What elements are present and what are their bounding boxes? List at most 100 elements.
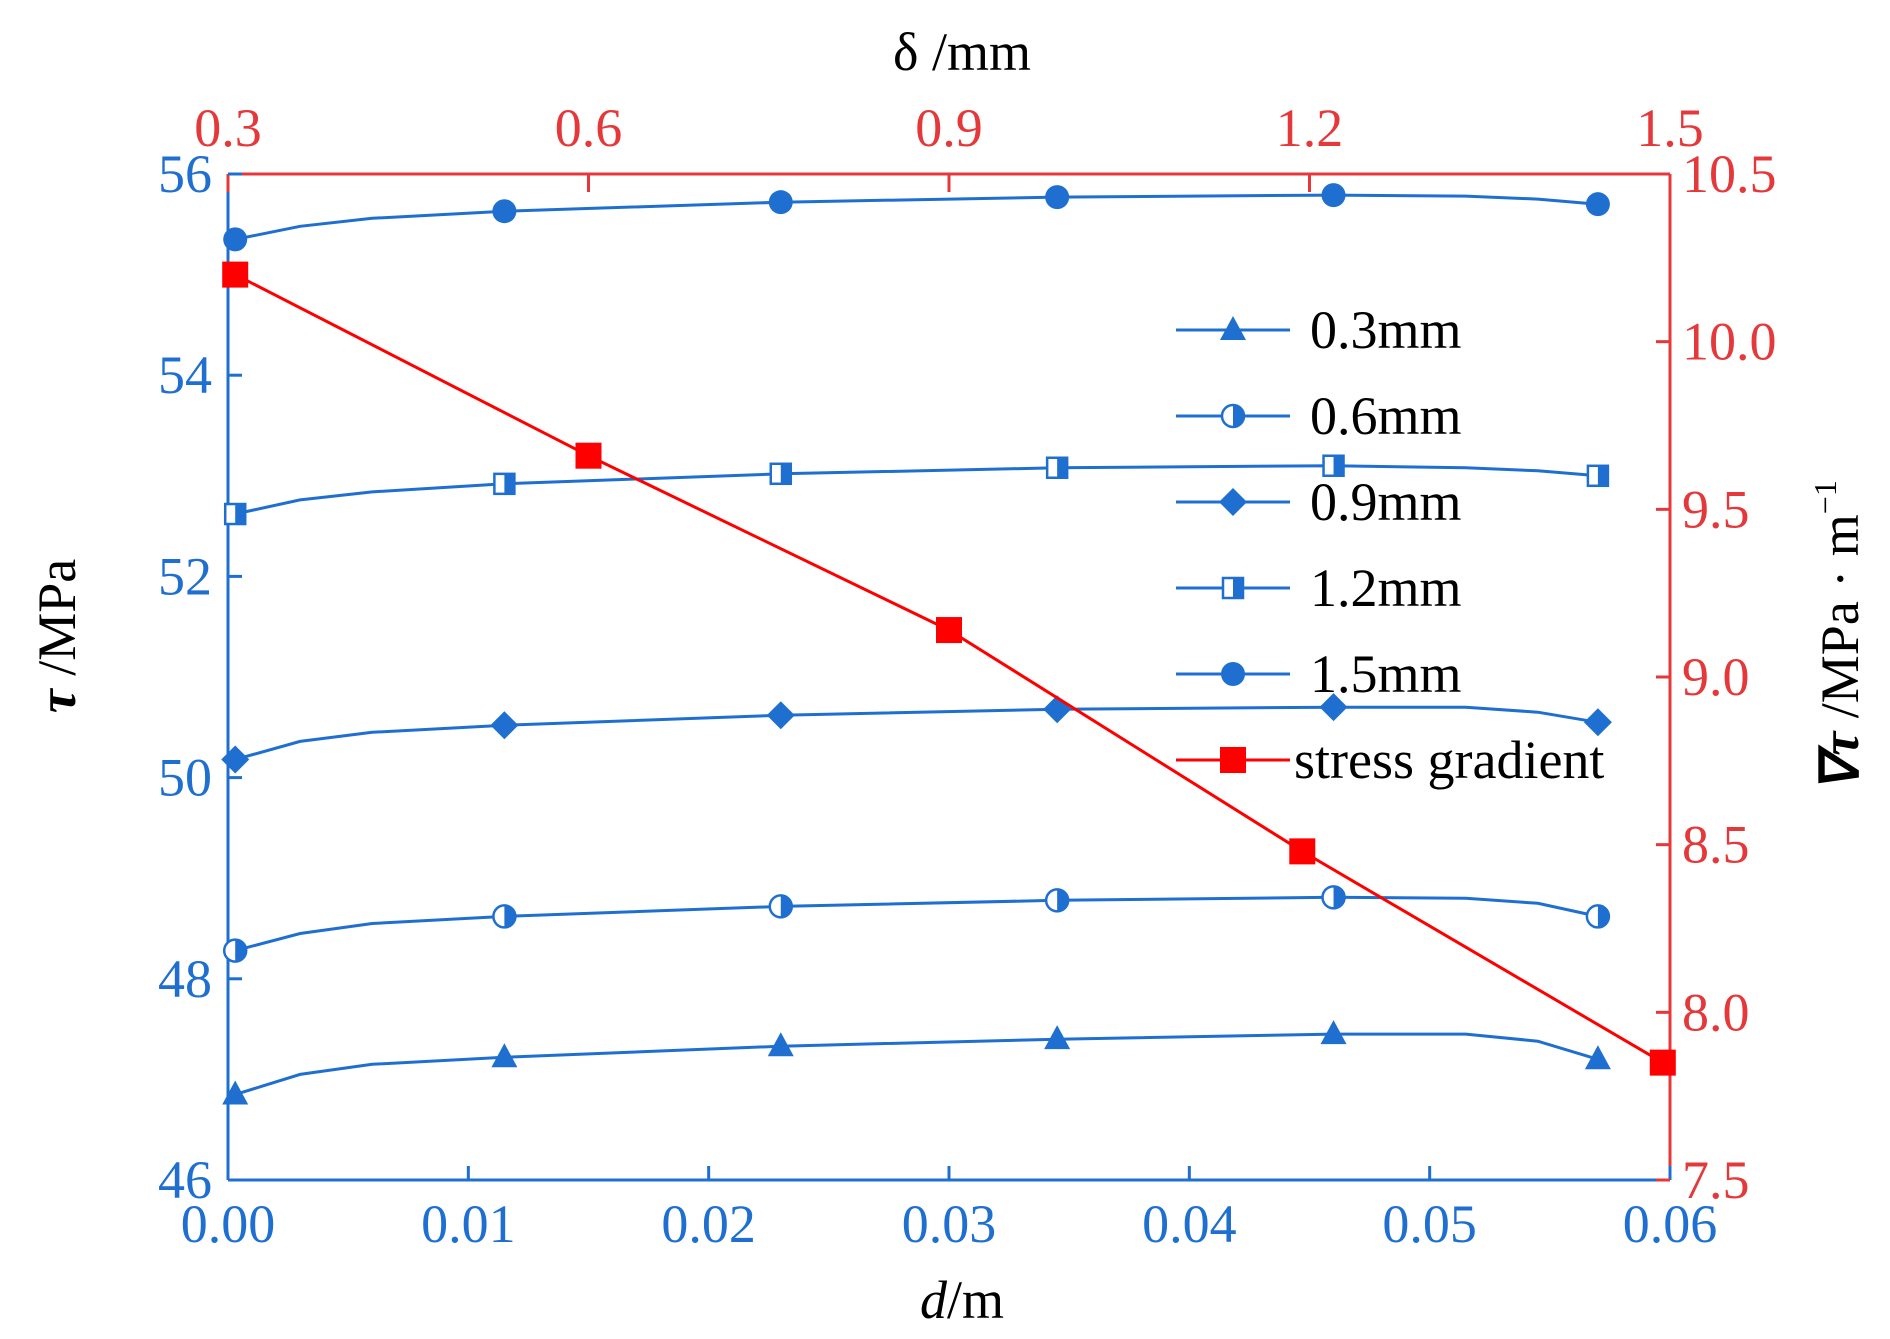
top-tick-label: 0.3 xyxy=(194,98,262,158)
right-axis-title-symbol: ∇τ xyxy=(1810,730,1870,792)
data-point xyxy=(575,442,602,469)
legend-item: 1.2mm xyxy=(1176,558,1462,618)
legend-label: 1.5mm xyxy=(1310,644,1462,704)
data-point xyxy=(768,190,793,215)
data-point xyxy=(1321,183,1346,208)
legend-marker xyxy=(1220,747,1246,773)
legend-label: 1.2mm xyxy=(1310,558,1462,618)
right-tick-label: 8.0 xyxy=(1682,982,1750,1042)
data-point xyxy=(1321,885,1346,910)
data-point xyxy=(766,701,795,730)
data-point xyxy=(769,462,793,486)
data-point xyxy=(1649,1049,1676,1076)
data-point xyxy=(222,1080,249,1105)
legend-item: stress gradient xyxy=(1176,730,1604,790)
bottom-tick-label: 0.00 xyxy=(181,1194,276,1254)
legend-item: 0.6mm xyxy=(1176,386,1462,446)
left-tick-label: 52 xyxy=(158,546,212,606)
top-tick-label: 1.5 xyxy=(1636,98,1704,158)
left-tick-label: 54 xyxy=(158,345,212,405)
series-1-2mm xyxy=(223,454,1610,526)
top-tick-label: 1.2 xyxy=(1276,98,1344,158)
data-point xyxy=(936,617,962,644)
bottom-axis-title-unit: /m xyxy=(947,1270,1004,1330)
bottom-axis-title: d/m xyxy=(920,1270,1004,1330)
data-point xyxy=(493,472,516,496)
series-line xyxy=(234,464,1599,516)
left-axis-title-symbol: τ xyxy=(27,687,87,713)
data-point xyxy=(1289,838,1316,865)
right-tick-label: 7.5 xyxy=(1682,1150,1750,1210)
left-tick-label: 46 xyxy=(158,1150,212,1210)
bottom-tick-label: 0.06 xyxy=(1623,1194,1718,1254)
top-tick-label: 0.9 xyxy=(915,98,983,158)
bottom-tick-label: 0.02 xyxy=(661,1194,756,1254)
left-axis-title-unit: /MPa xyxy=(27,559,87,690)
data-point xyxy=(767,1032,794,1057)
data-point xyxy=(1322,454,1345,477)
top-axis-title: δ /mm xyxy=(893,22,1031,82)
legend-marker xyxy=(1220,316,1246,340)
right-axis-title-sup: −1 xyxy=(1807,480,1843,514)
right-tick-label: 10.0 xyxy=(1682,312,1777,372)
left-tick-label: 48 xyxy=(158,949,212,1009)
series-line xyxy=(234,193,1599,241)
legend-label: stress gradient xyxy=(1294,730,1604,790)
series-layer xyxy=(221,183,1676,1105)
data-point xyxy=(1585,192,1610,217)
data-point xyxy=(1044,1025,1071,1050)
data-point xyxy=(1584,1045,1611,1070)
data-point xyxy=(1045,456,1069,480)
legend-item: 0.3mm xyxy=(1176,300,1462,360)
data-point xyxy=(1586,464,1610,488)
data-point xyxy=(491,1043,518,1068)
right-tick-label: 9.5 xyxy=(1682,479,1750,539)
data-point xyxy=(490,711,519,740)
legend-marker xyxy=(1219,488,1247,516)
data-point xyxy=(223,502,247,526)
left-tick-label: 56 xyxy=(158,144,212,204)
bottom-tick-label: 0.05 xyxy=(1382,1194,1477,1254)
series-1-5mm xyxy=(223,183,1610,252)
left-tick-label: 50 xyxy=(158,748,212,808)
legend-label: 0.6mm xyxy=(1310,386,1462,446)
series-0-3mm xyxy=(222,1020,1611,1105)
right-tick-label: 8.5 xyxy=(1682,815,1750,875)
legend-item: 1.5mm xyxy=(1176,644,1462,704)
series-line xyxy=(234,895,1599,953)
left-axis-title: τ /MPa xyxy=(27,559,87,714)
data-point xyxy=(223,227,248,252)
right-axis-title: ∇τ /MPa · m−1 xyxy=(1807,480,1870,792)
right-tick-label: 9.0 xyxy=(1682,647,1750,707)
legend-marker xyxy=(1221,576,1245,600)
data-point xyxy=(492,904,517,929)
legend-marker xyxy=(1220,403,1246,429)
series-stress-gradient xyxy=(222,261,1676,1076)
series-0-6mm xyxy=(222,885,1611,963)
bottom-axis-title-main: d xyxy=(920,1270,948,1330)
right-tick-label: 10.5 xyxy=(1682,144,1777,204)
bottom-tick-label: 0.04 xyxy=(1142,1194,1237,1254)
data-point xyxy=(768,894,794,919)
data-point xyxy=(1583,708,1612,737)
data-point xyxy=(1319,693,1348,722)
data-point xyxy=(222,261,249,288)
series-line xyxy=(234,1032,1599,1096)
data-point xyxy=(1320,1020,1347,1045)
legend-item: 0.9mm xyxy=(1176,472,1462,532)
ticks-layer: 0.00 0.01 0.02 0.03 0.04 0.05 0.06 0.3 0.6 0.9 1.2… xyxy=(158,98,1777,1254)
top-tick-label: 0.6 xyxy=(555,98,623,158)
series-line xyxy=(234,705,1599,761)
legend-marker xyxy=(1221,662,1245,686)
legend-label: 0.9mm xyxy=(1310,472,1462,532)
data-point xyxy=(492,199,517,224)
bottom-tick-label: 0.03 xyxy=(902,1194,997,1254)
data-point xyxy=(221,745,250,774)
bottom-tick-label: 0.01 xyxy=(421,1194,516,1254)
data-point xyxy=(1585,904,1611,929)
legend-label: 0.3mm xyxy=(1310,300,1462,360)
legend: 0.3mm 0.6mm 0.9mm 1.2mm 1.5mm stress gradient xyxy=(1176,300,1604,790)
data-point xyxy=(222,938,248,963)
data-point xyxy=(1045,185,1070,210)
